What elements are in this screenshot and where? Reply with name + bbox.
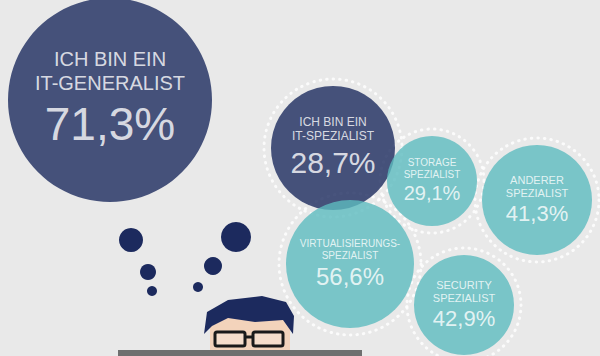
svg-text:ANDERER: ANDERER [510, 174, 564, 186]
svg-text:SECURITY: SECURITY [436, 279, 492, 291]
svg-text:42,9%: 42,9% [433, 306, 495, 331]
svg-text:29,1%: 29,1% [404, 182, 461, 204]
svg-text:SPEZIALIST: SPEZIALIST [433, 292, 496, 304]
svg-text:SPEZIALIST: SPEZIALIST [404, 169, 461, 180]
svg-text:STORAGE: STORAGE [408, 157, 457, 168]
svg-text:IT-SPEZIALIST: IT-SPEZIALIST [292, 129, 375, 143]
svg-text:VIRTUALISIERUNGS-: VIRTUALISIERUNGS- [300, 238, 400, 249]
svg-text:SPEZIALIST: SPEZIALIST [322, 250, 379, 261]
svg-text:28,7%: 28,7% [290, 146, 375, 179]
svg-text:ICH BIN EIN: ICH BIN EIN [299, 115, 366, 129]
svg-text:56,6%: 56,6% [316, 263, 384, 290]
svg-text:IT-GENERALIST: IT-GENERALIST [35, 72, 185, 94]
svg-text:41,3%: 41,3% [506, 201, 568, 226]
svg-text:SPEZIALIST: SPEZIALIST [506, 187, 569, 199]
svg-text:ICH BIN EIN: ICH BIN EIN [54, 48, 166, 70]
svg-text:71,3%: 71,3% [45, 98, 175, 150]
